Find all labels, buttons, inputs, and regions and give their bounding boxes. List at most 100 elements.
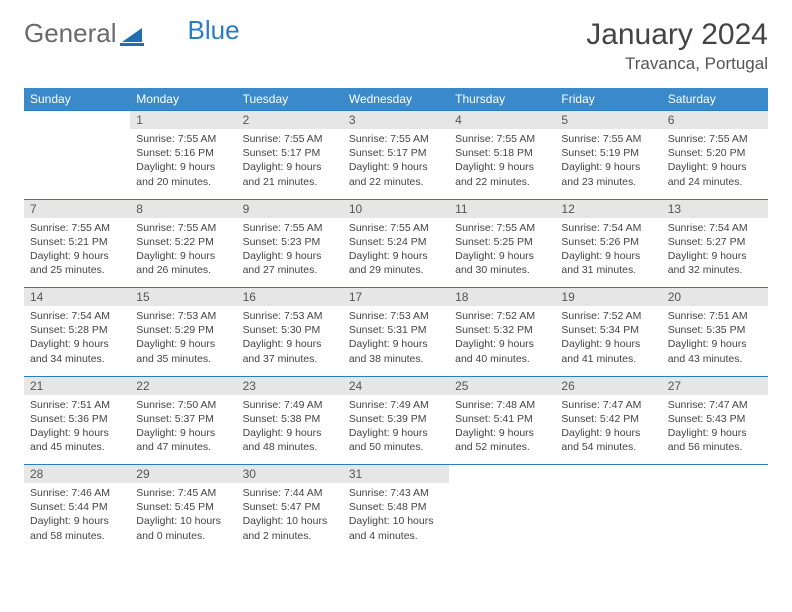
sunset-text: Sunset: 5:24 PM xyxy=(349,235,443,249)
daylight-text: Daylight: 9 hours and 58 minutes. xyxy=(30,514,124,542)
sunset-text: Sunset: 5:21 PM xyxy=(30,235,124,249)
page-header: General Blue January 2024 Travanca, Port… xyxy=(24,18,768,74)
day-content-cell: Sunrise: 7:55 AMSunset: 5:21 PMDaylight:… xyxy=(24,218,130,288)
day-content-cell: Sunrise: 7:50 AMSunset: 5:37 PMDaylight:… xyxy=(130,395,236,465)
day-content-cell: Sunrise: 7:55 AMSunset: 5:22 PMDaylight:… xyxy=(130,218,236,288)
day-content-row: Sunrise: 7:55 AMSunset: 5:16 PMDaylight:… xyxy=(24,129,768,199)
daylight-text: Daylight: 9 hours and 43 minutes. xyxy=(668,337,762,365)
sunset-text: Sunset: 5:39 PM xyxy=(349,412,443,426)
daylight-text: Daylight: 9 hours and 47 minutes. xyxy=(136,426,230,454)
calendar-table: Sunday Monday Tuesday Wednesday Thursday… xyxy=(24,88,768,553)
sunset-text: Sunset: 5:16 PM xyxy=(136,146,230,160)
daylight-text: Daylight: 9 hours and 29 minutes. xyxy=(349,249,443,277)
day-number-cell: 19 xyxy=(555,288,661,307)
daylight-text: Daylight: 9 hours and 34 minutes. xyxy=(30,337,124,365)
day-content-cell: Sunrise: 7:54 AMSunset: 5:26 PMDaylight:… xyxy=(555,218,661,288)
daylight-text: Daylight: 9 hours and 31 minutes. xyxy=(561,249,655,277)
sunset-text: Sunset: 5:27 PM xyxy=(668,235,762,249)
day-number-row: 78910111213 xyxy=(24,199,768,218)
daylight-text: Daylight: 9 hours and 24 minutes. xyxy=(668,160,762,188)
weekday-header: Wednesday xyxy=(343,88,449,111)
day-number-cell: 14 xyxy=(24,288,130,307)
sunrise-text: Sunrise: 7:55 AM xyxy=(136,221,230,235)
day-number-cell: 18 xyxy=(449,288,555,307)
sunrise-text: Sunrise: 7:53 AM xyxy=(243,309,337,323)
day-content-row: Sunrise: 7:46 AMSunset: 5:44 PMDaylight:… xyxy=(24,483,768,553)
sunrise-text: Sunrise: 7:51 AM xyxy=(668,309,762,323)
daylight-text: Daylight: 10 hours and 4 minutes. xyxy=(349,514,443,542)
sunrise-text: Sunrise: 7:55 AM xyxy=(561,132,655,146)
day-content-cell: Sunrise: 7:49 AMSunset: 5:38 PMDaylight:… xyxy=(237,395,343,465)
sunrise-text: Sunrise: 7:43 AM xyxy=(349,486,443,500)
weekday-header: Friday xyxy=(555,88,661,111)
daylight-text: Daylight: 9 hours and 22 minutes. xyxy=(455,160,549,188)
sunset-text: Sunset: 5:19 PM xyxy=(561,146,655,160)
day-content-cell: Sunrise: 7:47 AMSunset: 5:42 PMDaylight:… xyxy=(555,395,661,465)
sunrise-text: Sunrise: 7:52 AM xyxy=(455,309,549,323)
weekday-header-row: Sunday Monday Tuesday Wednesday Thursday… xyxy=(24,88,768,111)
day-number-cell: 23 xyxy=(237,376,343,395)
sunrise-text: Sunrise: 7:50 AM xyxy=(136,398,230,412)
sunrise-text: Sunrise: 7:47 AM xyxy=(561,398,655,412)
day-number-cell: 5 xyxy=(555,111,661,130)
daylight-text: Daylight: 9 hours and 41 minutes. xyxy=(561,337,655,365)
day-number-cell: 4 xyxy=(449,111,555,130)
day-content-cell: Sunrise: 7:53 AMSunset: 5:29 PMDaylight:… xyxy=(130,306,236,376)
day-number-cell xyxy=(24,111,130,130)
sunrise-text: Sunrise: 7:44 AM xyxy=(243,486,337,500)
sunrise-text: Sunrise: 7:55 AM xyxy=(136,132,230,146)
day-number-cell: 3 xyxy=(343,111,449,130)
day-number-row: 21222324252627 xyxy=(24,376,768,395)
day-number-cell: 11 xyxy=(449,199,555,218)
day-content-cell: Sunrise: 7:55 AMSunset: 5:19 PMDaylight:… xyxy=(555,129,661,199)
day-content-cell: Sunrise: 7:47 AMSunset: 5:43 PMDaylight:… xyxy=(662,395,768,465)
sunset-text: Sunset: 5:35 PM xyxy=(668,323,762,337)
sunrise-text: Sunrise: 7:55 AM xyxy=(349,221,443,235)
day-content-cell: Sunrise: 7:43 AMSunset: 5:48 PMDaylight:… xyxy=(343,483,449,553)
day-number-cell: 9 xyxy=(237,199,343,218)
weekday-header: Tuesday xyxy=(237,88,343,111)
day-number-cell xyxy=(449,465,555,484)
daylight-text: Daylight: 9 hours and 21 minutes. xyxy=(243,160,337,188)
sunrise-text: Sunrise: 7:55 AM xyxy=(30,221,124,235)
daylight-text: Daylight: 10 hours and 0 minutes. xyxy=(136,514,230,542)
daylight-text: Daylight: 9 hours and 23 minutes. xyxy=(561,160,655,188)
day-content-cell: Sunrise: 7:51 AMSunset: 5:35 PMDaylight:… xyxy=(662,306,768,376)
sunset-text: Sunset: 5:28 PM xyxy=(30,323,124,337)
day-content-cell: Sunrise: 7:55 AMSunset: 5:17 PMDaylight:… xyxy=(237,129,343,199)
day-content-cell: Sunrise: 7:45 AMSunset: 5:45 PMDaylight:… xyxy=(130,483,236,553)
sunrise-text: Sunrise: 7:53 AM xyxy=(349,309,443,323)
sunrise-text: Sunrise: 7:48 AM xyxy=(455,398,549,412)
month-title: January 2024 xyxy=(586,18,768,52)
sunrise-text: Sunrise: 7:45 AM xyxy=(136,486,230,500)
sunrise-text: Sunrise: 7:51 AM xyxy=(30,398,124,412)
sunrise-text: Sunrise: 7:55 AM xyxy=(243,221,337,235)
day-content-cell: Sunrise: 7:53 AMSunset: 5:31 PMDaylight:… xyxy=(343,306,449,376)
daylight-text: Daylight: 9 hours and 56 minutes. xyxy=(668,426,762,454)
weekday-header: Thursday xyxy=(449,88,555,111)
sunset-text: Sunset: 5:45 PM xyxy=(136,500,230,514)
day-number-cell xyxy=(662,465,768,484)
day-number-row: 14151617181920 xyxy=(24,288,768,307)
sunset-text: Sunset: 5:43 PM xyxy=(668,412,762,426)
day-number-row: 123456 xyxy=(24,111,768,130)
day-number-cell: 21 xyxy=(24,376,130,395)
day-number-cell: 27 xyxy=(662,376,768,395)
day-number-cell: 25 xyxy=(449,376,555,395)
sunrise-text: Sunrise: 7:46 AM xyxy=(30,486,124,500)
daylight-text: Daylight: 9 hours and 32 minutes. xyxy=(668,249,762,277)
day-content-cell: Sunrise: 7:55 AMSunset: 5:16 PMDaylight:… xyxy=(130,129,236,199)
sunrise-text: Sunrise: 7:49 AM xyxy=(349,398,443,412)
day-number-cell xyxy=(555,465,661,484)
sunrise-text: Sunrise: 7:52 AM xyxy=(561,309,655,323)
day-content-cell: Sunrise: 7:51 AMSunset: 5:36 PMDaylight:… xyxy=(24,395,130,465)
day-number-cell: 17 xyxy=(343,288,449,307)
daylight-text: Daylight: 9 hours and 37 minutes. xyxy=(243,337,337,365)
day-number-cell: 29 xyxy=(130,465,236,484)
day-content-cell: Sunrise: 7:55 AMSunset: 5:25 PMDaylight:… xyxy=(449,218,555,288)
sunset-text: Sunset: 5:37 PM xyxy=(136,412,230,426)
sunset-text: Sunset: 5:22 PM xyxy=(136,235,230,249)
daylight-text: Daylight: 9 hours and 45 minutes. xyxy=(30,426,124,454)
day-number-cell: 20 xyxy=(662,288,768,307)
weekday-header: Saturday xyxy=(662,88,768,111)
